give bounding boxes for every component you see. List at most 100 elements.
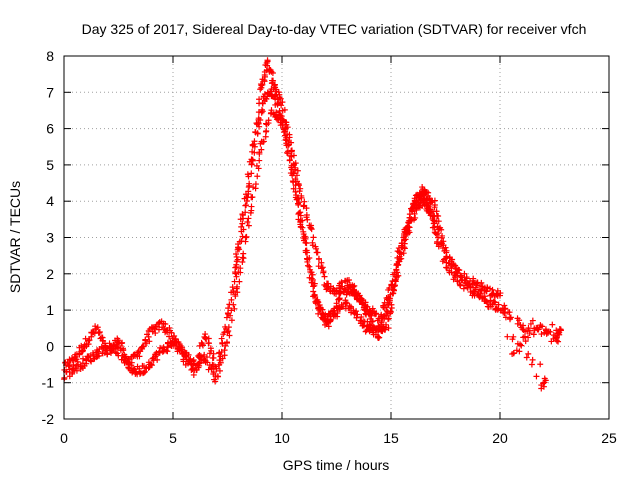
data-point-marker xyxy=(224,329,231,336)
data-point-marker xyxy=(232,264,239,271)
data-point-marker xyxy=(497,292,503,299)
data-point-marker xyxy=(373,310,380,317)
data-point-marker xyxy=(256,123,263,130)
data-point-marker xyxy=(225,305,232,312)
data-point-marker xyxy=(395,262,402,269)
data-point-marker xyxy=(391,283,398,290)
data-point-marker xyxy=(385,325,392,332)
data-point-marker xyxy=(172,342,179,349)
data-point-marker xyxy=(385,315,392,322)
data-point-marker xyxy=(506,314,513,321)
data-point-marker xyxy=(260,138,267,145)
data-point-marker xyxy=(93,325,100,332)
data-point-marker xyxy=(453,269,460,276)
data-point-marker xyxy=(152,353,159,360)
data-point-marker xyxy=(233,251,240,258)
data-point-marker xyxy=(287,170,294,177)
data-point-marker xyxy=(242,202,249,209)
data-point-marker xyxy=(237,216,244,223)
data-point-marker xyxy=(345,277,352,284)
data-point-marker xyxy=(302,234,309,241)
data-point-marker xyxy=(261,77,268,84)
data-point-marker xyxy=(239,212,246,219)
data-point-marker xyxy=(279,99,286,106)
y-tick-label: 0 xyxy=(46,338,54,354)
data-point-marker xyxy=(494,306,501,313)
data-point-marker xyxy=(257,117,264,124)
data-point-marker xyxy=(517,341,524,348)
y-tick-label: -1 xyxy=(42,375,55,391)
data-point-marker xyxy=(368,318,375,325)
data-point-marker xyxy=(311,280,318,287)
data-point-marker xyxy=(252,181,259,188)
data-point-marker xyxy=(334,310,341,317)
data-point-marker xyxy=(514,315,521,322)
data-point-marker xyxy=(142,337,149,344)
data-point-marker xyxy=(382,321,389,328)
data-point-marker xyxy=(557,326,564,333)
data-point-marker xyxy=(427,212,434,219)
data-point-marker xyxy=(277,95,284,102)
data-point-marker xyxy=(514,320,521,327)
x-tick-label: 5 xyxy=(169,430,177,446)
data-point-marker xyxy=(325,323,332,330)
data-point-marker xyxy=(448,265,455,272)
data-point-marker xyxy=(203,354,210,361)
series-layer xyxy=(61,57,564,392)
data-point-marker xyxy=(438,240,445,247)
data-point-marker xyxy=(295,211,302,218)
data-point-marker xyxy=(282,132,289,139)
data-point-marker xyxy=(197,355,204,362)
data-point-marker xyxy=(495,301,502,308)
data-point-marker xyxy=(311,292,318,299)
data-point-marker xyxy=(412,214,419,221)
data-point-marker xyxy=(114,343,121,350)
data-point-marker xyxy=(518,324,525,331)
data-point-marker xyxy=(121,354,128,361)
data-point-marker xyxy=(321,273,328,280)
data-point-marker xyxy=(225,327,232,334)
data-point-marker xyxy=(190,371,197,378)
data-point-marker xyxy=(216,367,223,374)
data-point-marker xyxy=(314,249,321,256)
data-point-marker xyxy=(288,153,295,160)
data-point-marker xyxy=(376,334,383,341)
data-point-marker xyxy=(304,249,311,256)
data-point-marker xyxy=(310,234,317,241)
data-point-marker xyxy=(553,337,560,344)
data-point-marker xyxy=(248,170,255,177)
data-point-marker xyxy=(283,140,290,147)
data-point-marker xyxy=(236,278,243,285)
data-point-marker xyxy=(303,240,310,247)
data-point-marker xyxy=(240,250,247,257)
data-point-marker xyxy=(79,347,86,354)
data-point-marker xyxy=(388,301,395,308)
data-point-marker xyxy=(271,82,278,89)
data-point-marker xyxy=(355,290,362,297)
data-point-marker xyxy=(145,333,152,340)
y-tick-label: 6 xyxy=(46,121,54,137)
data-point-marker xyxy=(507,314,514,321)
data-point-marker xyxy=(286,157,293,164)
data-point-marker xyxy=(387,309,394,316)
labels-layer: 0 5 10 15 20 25 -2 -1 0 1 2 3 4 5 6 7 8 xyxy=(42,48,617,446)
data-point-marker xyxy=(251,143,258,150)
data-point-marker xyxy=(289,178,296,185)
data-point-marker xyxy=(238,223,245,230)
data-point-marker xyxy=(112,349,119,356)
data-point-marker xyxy=(263,127,270,134)
data-point-marker xyxy=(321,281,328,288)
data-point-marker xyxy=(152,330,159,337)
data-point-marker xyxy=(219,355,226,362)
data-point-marker xyxy=(537,322,544,329)
data-point-marker xyxy=(525,325,532,332)
data-point-marker xyxy=(249,157,256,164)
data-point-marker xyxy=(245,215,252,222)
data-point-marker xyxy=(452,272,459,279)
data-point-marker xyxy=(72,353,79,360)
data-point-marker xyxy=(404,230,411,237)
data-point-marker xyxy=(315,263,322,270)
series-track-c xyxy=(232,86,442,342)
data-point-marker xyxy=(278,102,285,109)
